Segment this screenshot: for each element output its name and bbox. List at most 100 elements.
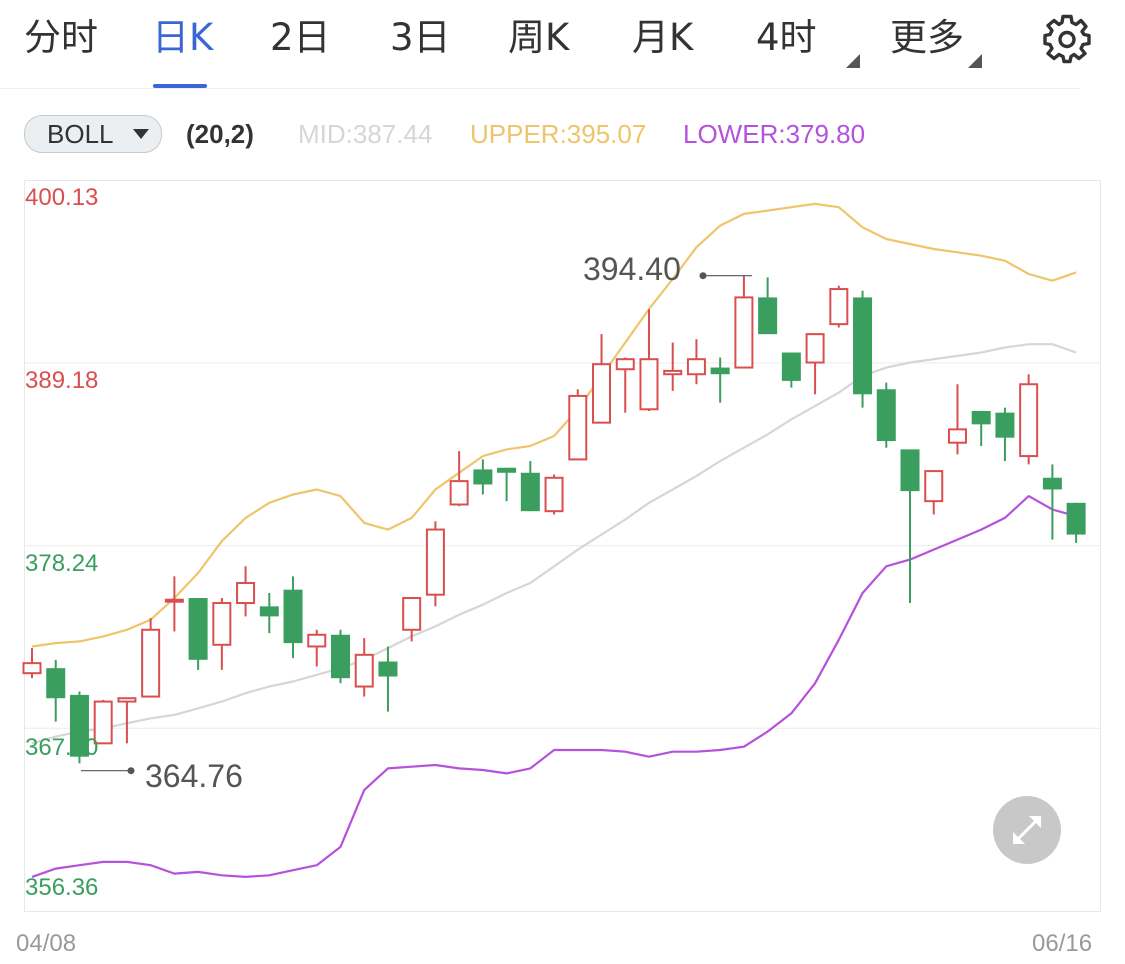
- tab-month-k[interactable]: 月K: [632, 16, 694, 59]
- indicator-upper-value: UPPER:395.07: [470, 119, 647, 149]
- candle: [378, 646, 398, 712]
- candle: [188, 598, 208, 670]
- candle: [568, 389, 588, 461]
- candle-body: [22, 662, 42, 675]
- indicator-select[interactable]: BOLL: [24, 115, 162, 153]
- candle: [1066, 502, 1086, 543]
- candle: [544, 474, 564, 515]
- candle-body: [259, 606, 279, 617]
- candle: [117, 697, 137, 744]
- candle: [283, 576, 303, 659]
- candle-body: [46, 668, 66, 699]
- candle: [924, 470, 944, 515]
- candle-body: [686, 358, 706, 376]
- candle-body: [236, 581, 256, 605]
- candle: [853, 290, 873, 408]
- y-tick-label: 356.36: [25, 874, 99, 901]
- candle-body: [829, 288, 849, 326]
- candle: [330, 629, 350, 684]
- gear-icon[interactable]: [1042, 14, 1092, 64]
- candle: [995, 407, 1015, 462]
- candle: [22, 648, 42, 679]
- candle: [473, 459, 493, 495]
- tab-2-day[interactable]: 2日: [270, 16, 331, 59]
- tab-3-day[interactable]: 3日: [390, 16, 451, 59]
- candle-body: [188, 598, 208, 660]
- candle: [425, 521, 445, 607]
- tab-week-k[interactable]: 周K: [508, 16, 570, 59]
- candle: [686, 339, 706, 385]
- candle-body: [378, 661, 398, 677]
- bollinger-bands: [31, 202, 1077, 879]
- candle: [734, 275, 754, 369]
- mid-band-line: [31, 343, 1077, 745]
- candle: [829, 285, 849, 328]
- candle-body: [117, 697, 137, 703]
- candle-body: [1019, 383, 1039, 458]
- candle-body: [758, 297, 778, 335]
- candle-body: [592, 363, 612, 424]
- candle-body: [141, 628, 161, 698]
- candle-body: [425, 528, 445, 596]
- y-tick-label: 378.24: [25, 550, 99, 577]
- candle-body: [164, 598, 184, 603]
- candle: [236, 566, 256, 617]
- candle-body: [449, 480, 469, 506]
- candle-body: [805, 333, 825, 364]
- candle: [971, 410, 991, 447]
- max-price-label: 394.40: [583, 251, 681, 287]
- indicator-params: (20,2): [186, 119, 254, 149]
- candle-body: [402, 597, 422, 631]
- min-price-dot: [127, 767, 135, 775]
- candle-body: [853, 297, 873, 395]
- candle-body: [93, 700, 113, 745]
- y-tick-label: 400.13: [25, 184, 99, 211]
- candle: [947, 384, 967, 455]
- tab-fenshi[interactable]: 分时: [24, 16, 98, 59]
- candle-body: [663, 369, 683, 376]
- candle-body: [473, 469, 493, 485]
- min-price-label: 364.76: [145, 758, 243, 794]
- candle: [805, 333, 825, 395]
- candle: [402, 597, 422, 642]
- candle: [876, 382, 896, 448]
- candle-body: [330, 634, 350, 679]
- candle-body: [520, 472, 540, 512]
- candle: [615, 357, 635, 413]
- candle-body: [283, 589, 303, 644]
- tab-4-hour[interactable]: 4时: [756, 16, 817, 59]
- candle-body: [710, 367, 730, 375]
- candles: [22, 275, 1086, 764]
- candle: [141, 618, 161, 698]
- candle-body: [615, 358, 635, 371]
- candle-body: [639, 358, 659, 411]
- candle: [164, 576, 184, 632]
- candle: [900, 449, 920, 604]
- active-tab-underline: [153, 84, 207, 88]
- upper-band-line: [31, 202, 1077, 648]
- candle: [93, 699, 113, 745]
- indicator-mid-value: MID:387.44: [298, 119, 433, 149]
- candle: [46, 659, 66, 722]
- x-end-date: 06/16: [1032, 930, 1093, 957]
- candle-body: [1042, 477, 1062, 490]
- tab-more[interactable]: 更多: [890, 16, 964, 59]
- candle: [259, 593, 279, 634]
- candle-body: [734, 296, 754, 369]
- candle-body: [924, 470, 944, 503]
- candle-body: [1066, 502, 1086, 535]
- y-tick-label: 389.18: [25, 367, 99, 394]
- dropdown-corner-icon: [968, 54, 982, 68]
- period-tabs: 分时 日K 2日 3日 周K 月K 4时 更多: [0, 0, 1080, 89]
- tab-day-k[interactable]: 日K: [152, 16, 214, 59]
- candle-body: [307, 633, 327, 648]
- candle-body: [69, 694, 89, 757]
- candle-body: [497, 467, 517, 473]
- candle: [781, 352, 801, 388]
- expand-button[interactable]: [993, 796, 1061, 864]
- price-annotations: [81, 272, 752, 775]
- candle-body: [971, 410, 991, 425]
- candle-body: [900, 449, 920, 492]
- candle: [212, 598, 232, 670]
